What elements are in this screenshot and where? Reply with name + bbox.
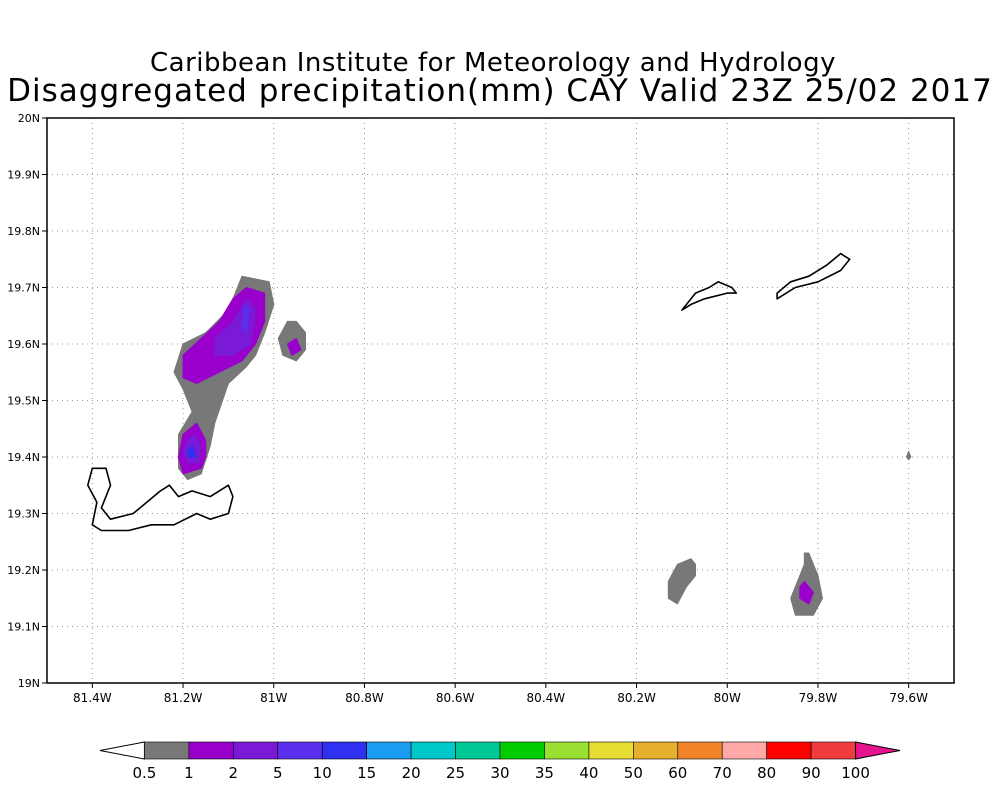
- x-tick-label: 81.2W: [164, 691, 203, 705]
- colorbar-label: 100: [841, 764, 870, 782]
- colorbar-label: 2: [229, 764, 239, 782]
- colorbar-swatch: [499, 741, 545, 760]
- precip-area-0-5: [905, 450, 912, 461]
- colorbar-legend: 0.5 1 2 5 10 15 20 25 30 35 40 50 60 70 80 90 100: [99, 741, 901, 782]
- y-tick-label: 19.9N: [7, 169, 40, 182]
- colorbar-swatch: [544, 741, 590, 760]
- colorbar-swatch: [277, 741, 323, 760]
- colorbar-swatch: [188, 741, 234, 760]
- colorbar-swatch: [721, 741, 767, 760]
- colorbar-swatch: [321, 741, 367, 760]
- x-tick-label: 80.4W: [527, 691, 566, 705]
- coastline-grand-cayman: [87, 467, 234, 532]
- colorbar-label: 20: [402, 764, 421, 782]
- colorbar-label: 60: [668, 764, 687, 782]
- colorbar-over-triangle: [855, 741, 901, 760]
- precip-area-10: [187, 445, 198, 458]
- colorbar-label: 25: [446, 764, 465, 782]
- figure-title-institute: Caribbean Institute for Meteorology and …: [150, 48, 836, 78]
- precip-area-1: [799, 580, 814, 605]
- y-tick-label: 20N: [18, 112, 40, 125]
- colorbar-swatch: [455, 741, 501, 760]
- colorbar-label: 40: [579, 764, 598, 782]
- colorbar-swatch: [588, 741, 634, 760]
- x-tick-label: 80W: [714, 691, 741, 705]
- figure-title-product: Disaggregated precipitation(mm) CAY Vali…: [7, 73, 993, 109]
- colorbar-swatch: [366, 741, 412, 760]
- colorbar-label: 5: [273, 764, 283, 782]
- colorbar-label: 90: [802, 764, 821, 782]
- coastline-cayman-brac: [776, 252, 851, 300]
- colorbar-under-triangle: [99, 741, 145, 760]
- y-tick-label: 19.8N: [7, 225, 40, 238]
- y-tick-label: 19.1N: [7, 621, 40, 634]
- x-tick-label: 81.4W: [73, 691, 112, 705]
- latitude-tick-labels: 19N 19.1N 19.2N 19.3N 19.4N 19.5N 19.6N 19.7N 19…: [7, 112, 47, 690]
- colorbar-label: 70: [713, 764, 732, 782]
- colorbar-swatch: [144, 741, 190, 760]
- x-tick-label: 80.6W: [436, 691, 475, 705]
- y-tick-label: 19.5N: [7, 395, 40, 408]
- colorbar-swatch: [766, 741, 812, 760]
- x-tick-label: 80.2W: [617, 691, 656, 705]
- colorbar-label: 50: [624, 764, 643, 782]
- colorbar-swatch: [677, 741, 723, 760]
- colorbar-label: 0.5: [133, 764, 157, 782]
- colorbar-swatch: [233, 741, 279, 760]
- colorbar-label: 15: [357, 764, 376, 782]
- x-tick-label: 79.6W: [889, 691, 928, 705]
- coastlines: [87, 252, 851, 532]
- colorbar-swatch: [633, 741, 679, 760]
- precipitation-fields: [173, 275, 912, 616]
- colorbar-swatch: [410, 741, 456, 760]
- precip-area-5: [241, 303, 250, 334]
- colorbar-label: 10: [313, 764, 332, 782]
- colorbar-label: 30: [490, 764, 509, 782]
- y-tick-label: 19.4N: [7, 451, 40, 464]
- x-tick-label: 81W: [260, 691, 287, 705]
- colorbar-label: 80: [757, 764, 776, 782]
- y-tick-label: 19.3N: [7, 508, 40, 521]
- colorbar-label: 1: [184, 764, 194, 782]
- x-tick-label: 80.8W: [345, 691, 384, 705]
- coastline-little-cayman: [681, 280, 738, 311]
- colorbar-swatch: [810, 741, 856, 760]
- colorbar-label: 35: [535, 764, 554, 782]
- x-tick-label: 79.8W: [799, 691, 838, 705]
- y-tick-label: 19.6N: [7, 338, 40, 351]
- y-tick-label: 19N: [18, 677, 40, 690]
- y-tick-label: 19.2N: [7, 564, 40, 577]
- precip-area-0-5: [667, 558, 696, 605]
- longitude-tick-labels: 81.4W 81.2W 81W 80.8W 80.6W 80.4W 80.2W 80W 79.8…: [73, 683, 928, 705]
- precip-area-1: [286, 337, 302, 356]
- y-tick-label: 19.7N: [7, 282, 40, 295]
